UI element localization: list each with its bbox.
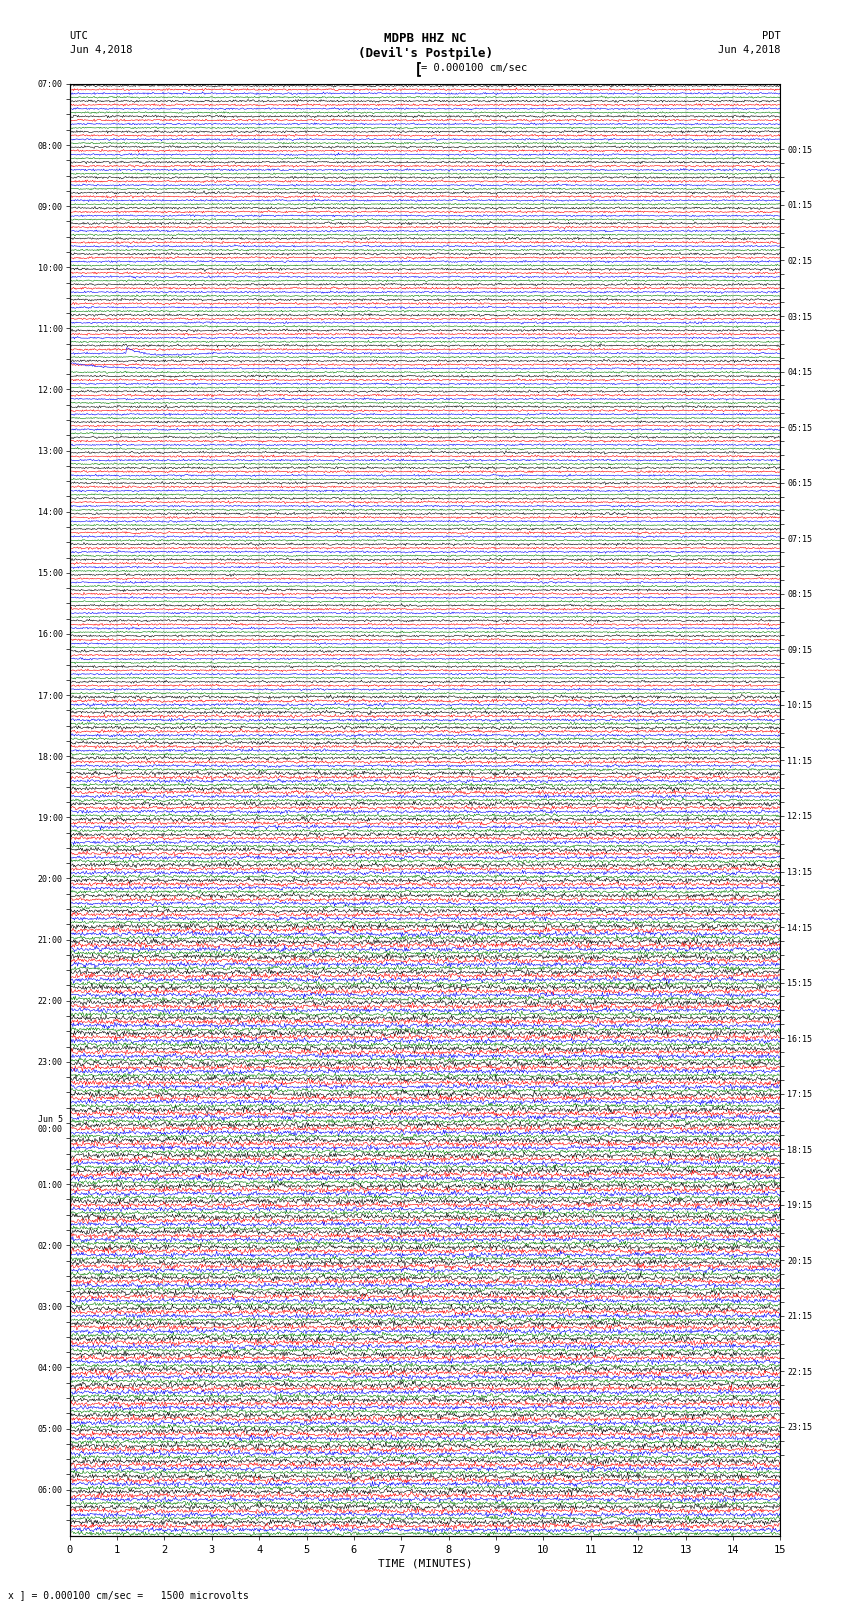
Text: (Devil's Postpile): (Devil's Postpile) [358,47,492,60]
X-axis label: TIME (MINUTES): TIME (MINUTES) [377,1558,473,1569]
Text: PDT: PDT [762,31,780,40]
Text: Jun 4,2018: Jun 4,2018 [717,45,780,55]
Text: UTC: UTC [70,31,88,40]
Text: MDPB HHZ NC: MDPB HHZ NC [383,32,467,45]
Text: Jun 4,2018: Jun 4,2018 [70,45,133,55]
Text: x ] = 0.000100 cm/sec =   1500 microvolts: x ] = 0.000100 cm/sec = 1500 microvolts [8,1590,249,1600]
Text: = 0.000100 cm/sec: = 0.000100 cm/sec [421,63,527,73]
Text: [: [ [414,61,423,76]
